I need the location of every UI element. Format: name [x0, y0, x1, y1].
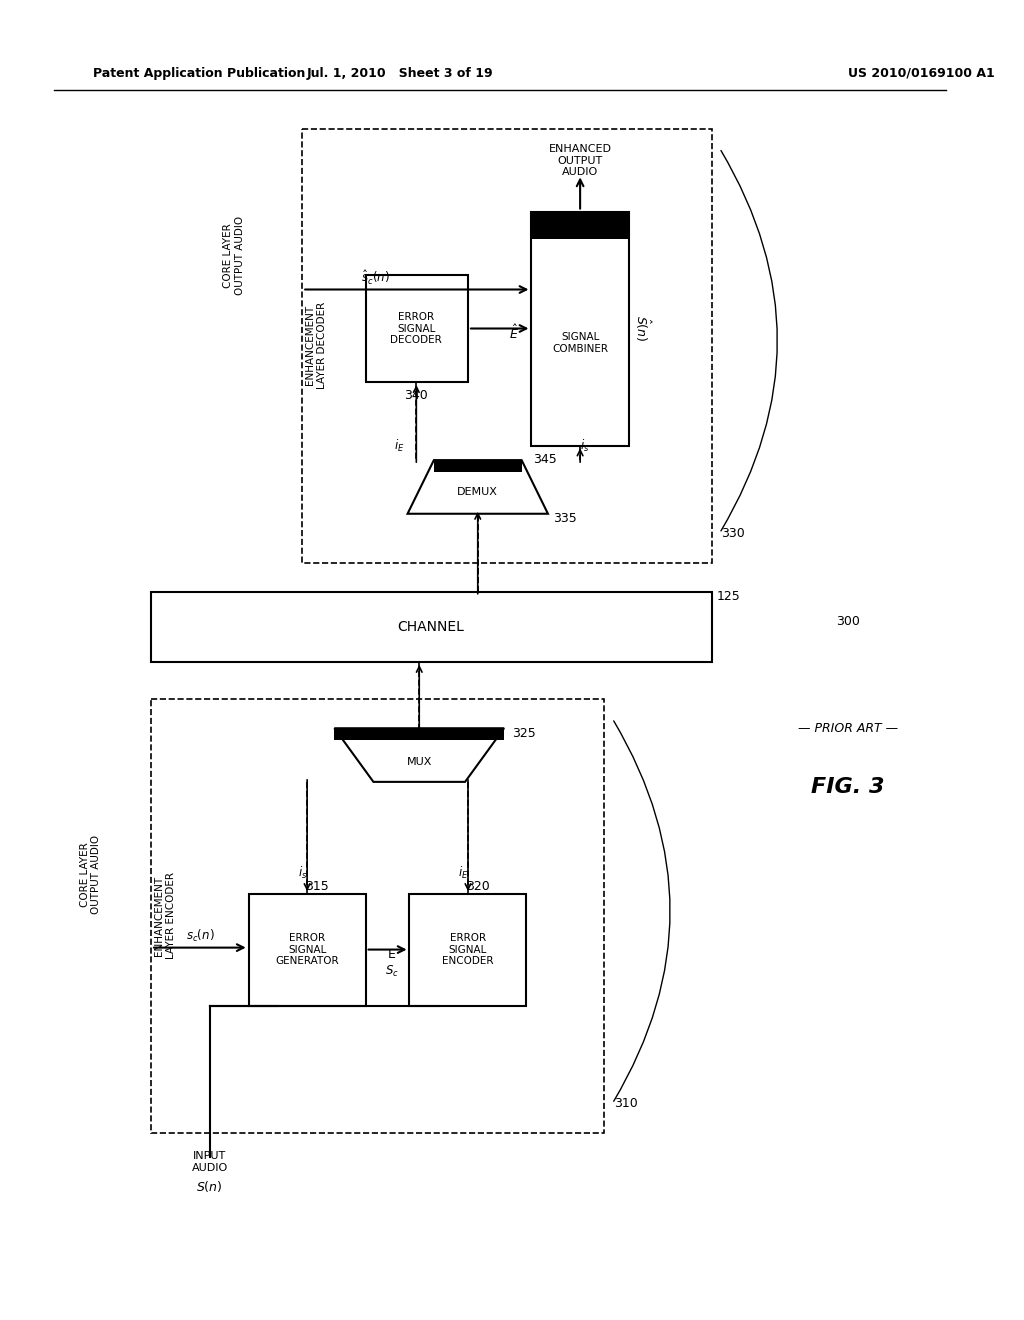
Bar	[152, 591, 712, 661]
Text: 335: 335	[553, 512, 577, 525]
Text: $S_c$: $S_c$	[385, 964, 399, 978]
Text: ENHANCED
OUTPUT
AUDIO: ENHANCED OUTPUT AUDIO	[549, 144, 611, 177]
Text: $i_s$: $i_s$	[298, 865, 307, 880]
Text: $\hat{E}$: $\hat{E}$	[509, 325, 519, 342]
Text: $S(n)$: $S(n)$	[197, 1179, 223, 1195]
Text: $i_E$: $i_E$	[393, 437, 404, 454]
Text: $\hat{s}_c(n)$: $\hat{s}_c(n)$	[361, 269, 390, 286]
Polygon shape	[408, 461, 548, 513]
Text: $i_s$: $i_s$	[581, 437, 590, 454]
Text: E: E	[388, 948, 396, 961]
Text: 315: 315	[305, 879, 329, 892]
Text: 340: 340	[404, 389, 428, 403]
Text: 325: 325	[512, 726, 536, 739]
Text: $i_E$: $i_E$	[458, 865, 468, 880]
Text: ERROR
SIGNAL
GENERATOR: ERROR SIGNAL GENERATOR	[275, 933, 339, 966]
Text: US 2010/0169100 A1: US 2010/0169100 A1	[848, 66, 995, 79]
Bar	[152, 700, 604, 1133]
Bar	[410, 894, 526, 1006]
Text: ENHANCEMENT
LAYER DECODER: ENHANCEMENT LAYER DECODER	[305, 301, 327, 388]
Bar	[531, 211, 629, 446]
Text: 330: 330	[721, 527, 745, 540]
Text: 320: 320	[466, 879, 489, 892]
Bar	[249, 894, 366, 1006]
Text: CORE LAYER
OUTPUT AUDIO: CORE LAYER OUTPUT AUDIO	[80, 836, 101, 913]
Text: Patent Application Publication: Patent Application Publication	[92, 66, 305, 79]
Polygon shape	[335, 729, 504, 741]
Text: 125: 125	[717, 590, 740, 603]
Text: SIGNAL
COMBINER: SIGNAL COMBINER	[552, 333, 608, 354]
Text: FIG. 3: FIG. 3	[811, 776, 885, 797]
Bar	[302, 128, 712, 562]
Text: 345: 345	[534, 453, 557, 466]
Text: ERROR
SIGNAL
DECODER: ERROR SIGNAL DECODER	[390, 312, 442, 345]
Text: 300: 300	[837, 615, 860, 627]
Text: MUX: MUX	[407, 758, 432, 767]
Polygon shape	[335, 729, 504, 781]
Text: 310: 310	[614, 1097, 638, 1110]
Bar	[531, 211, 629, 239]
Text: CORE LAYER
OUTPUT AUDIO: CORE LAYER OUTPUT AUDIO	[223, 215, 245, 294]
Bar	[366, 275, 468, 381]
Text: ENHANCEMENT
LAYER ENCODER: ENHANCEMENT LAYER ENCODER	[154, 873, 175, 958]
Text: $s_c(n)$: $s_c(n)$	[185, 928, 214, 944]
Text: ERROR
SIGNAL
ENCODER: ERROR SIGNAL ENCODER	[442, 933, 494, 966]
Text: Jul. 1, 2010   Sheet 3 of 19: Jul. 1, 2010 Sheet 3 of 19	[306, 66, 494, 79]
Text: CHANNEL: CHANNEL	[397, 620, 464, 634]
Text: INPUT
AUDIO: INPUT AUDIO	[191, 1151, 227, 1173]
Text: DEMUX: DEMUX	[458, 487, 499, 498]
Polygon shape	[434, 461, 521, 471]
Text: $\hat{S}(n)$: $\hat{S}(n)$	[633, 315, 652, 342]
Text: — PRIOR ART —: — PRIOR ART —	[798, 722, 898, 735]
